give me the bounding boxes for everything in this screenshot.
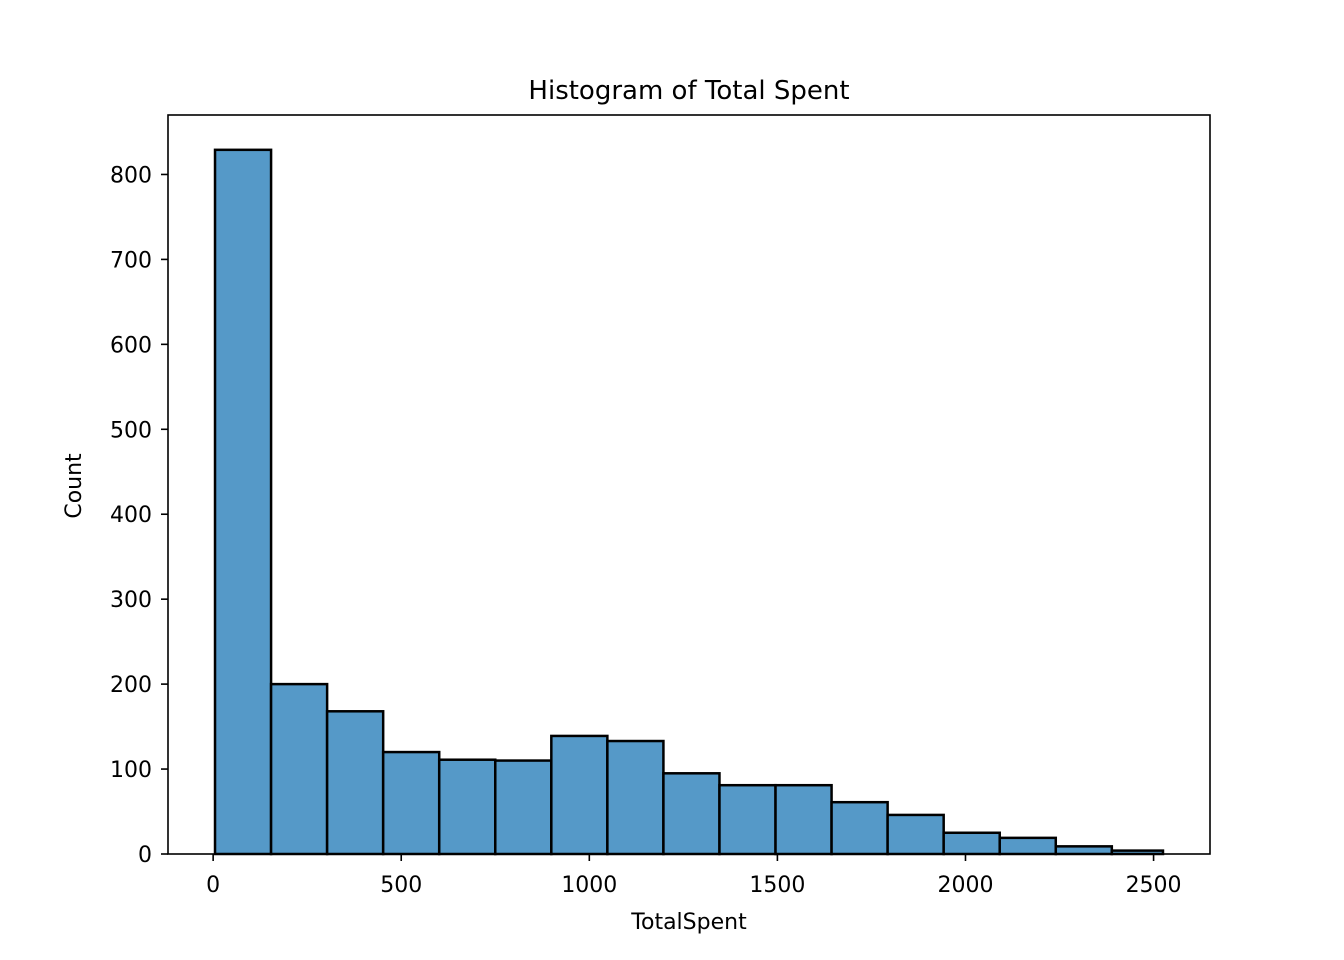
y-tick-label: 300 (110, 588, 152, 613)
histogram-bar (494, 759, 553, 856)
y-tick-label: 0 (138, 843, 152, 868)
histogram-bar (550, 734, 609, 856)
histogram-bar (774, 783, 833, 856)
histogram-bar (1054, 845, 1114, 856)
y-tick-label: 700 (110, 248, 152, 273)
histogram-bar (606, 739, 665, 856)
y-tick-label: 400 (110, 503, 152, 528)
x-axis-ticks: 0 500 1000 1500 2000 2500 (206, 854, 1182, 898)
histogram-bar (325, 710, 385, 856)
y-tick-label: 600 (110, 333, 152, 358)
histogram-bar (718, 783, 777, 856)
histogram-bar (381, 750, 441, 856)
x-tick-label: 1500 (749, 873, 805, 898)
histogram-bar (662, 772, 721, 856)
histogram-bar (886, 813, 945, 856)
x-tick-label: 1000 (561, 873, 617, 898)
histogram-bar (830, 800, 889, 856)
histogram-bar (213, 148, 273, 856)
x-tick-label: 2000 (937, 873, 993, 898)
chart-title: Histogram of Total Spent (528, 76, 849, 106)
y-tick-label: 800 (110, 163, 152, 188)
y-axis-ticks: 0 100 200 300 400 500 600 700 800 (110, 163, 168, 868)
histogram-bar (437, 758, 497, 856)
plot-frame (167, 114, 1211, 855)
y-tick-label: 100 (110, 758, 152, 783)
histogram-bar (942, 831, 1001, 856)
y-tick-label: 500 (110, 418, 152, 443)
bars-group (213, 148, 1165, 856)
x-tick-label: 500 (380, 873, 422, 898)
y-axis-label: Count (62, 453, 87, 519)
x-tick-label: 2500 (1126, 873, 1182, 898)
histogram-bar (269, 682, 329, 856)
x-tick-label: 0 (206, 873, 220, 898)
histogram-bar (998, 836, 1058, 856)
y-tick-label: 200 (110, 673, 152, 698)
x-axis-label: TotalSpent (630, 910, 747, 935)
